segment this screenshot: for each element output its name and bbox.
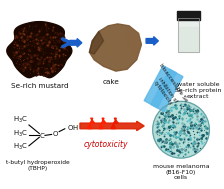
Text: $\mathsf{C}$: $\mathsf{C}$ (39, 131, 45, 140)
Polygon shape (127, 26, 141, 60)
Polygon shape (111, 118, 118, 129)
FancyArrow shape (80, 121, 144, 131)
Text: bioaccessible Se: bioaccessible Se (158, 62, 189, 103)
Bar (177, 11, 200, 20)
Text: Se-rich mustard: Se-rich mustard (11, 83, 68, 89)
Text: $\mathsf{H_3C}$: $\mathsf{H_3C}$ (13, 115, 28, 125)
Text: $\mathsf{H_3C}$: $\mathsf{H_3C}$ (13, 142, 28, 152)
Polygon shape (144, 66, 176, 108)
Bar (179, 27, 198, 51)
Text: $\mathsf{O}$: $\mathsf{O}$ (52, 129, 59, 138)
Text: $\mathsf{OH}$: $\mathsf{OH}$ (67, 123, 79, 132)
Text: cytotoxicity: cytotoxicity (84, 140, 129, 149)
Text: mouse melanoma
(B16-F10)
cells: mouse melanoma (B16-F10) cells (153, 164, 209, 180)
Polygon shape (153, 101, 209, 158)
FancyArrow shape (146, 37, 158, 45)
Text: cake: cake (103, 79, 120, 85)
FancyArrow shape (70, 39, 82, 47)
Polygon shape (151, 69, 183, 112)
Text: $\mathsf{H_3C}$: $\mathsf{H_3C}$ (13, 128, 28, 139)
Polygon shape (89, 31, 103, 54)
Polygon shape (7, 22, 72, 78)
Polygon shape (99, 118, 106, 129)
Text: water soluble
Se-rich protein
extract: water soluble Se-rich protein extract (175, 82, 221, 99)
Bar (178, 18, 199, 52)
Text: inhibition of
cytotoxicity: inhibition of cytotoxicity (152, 77, 178, 107)
Polygon shape (88, 118, 95, 129)
Text: t-butyl hydroperoxide
(TBHP): t-butyl hydroperoxide (TBHP) (6, 160, 69, 171)
Polygon shape (89, 24, 141, 71)
Bar (178, 18, 199, 52)
